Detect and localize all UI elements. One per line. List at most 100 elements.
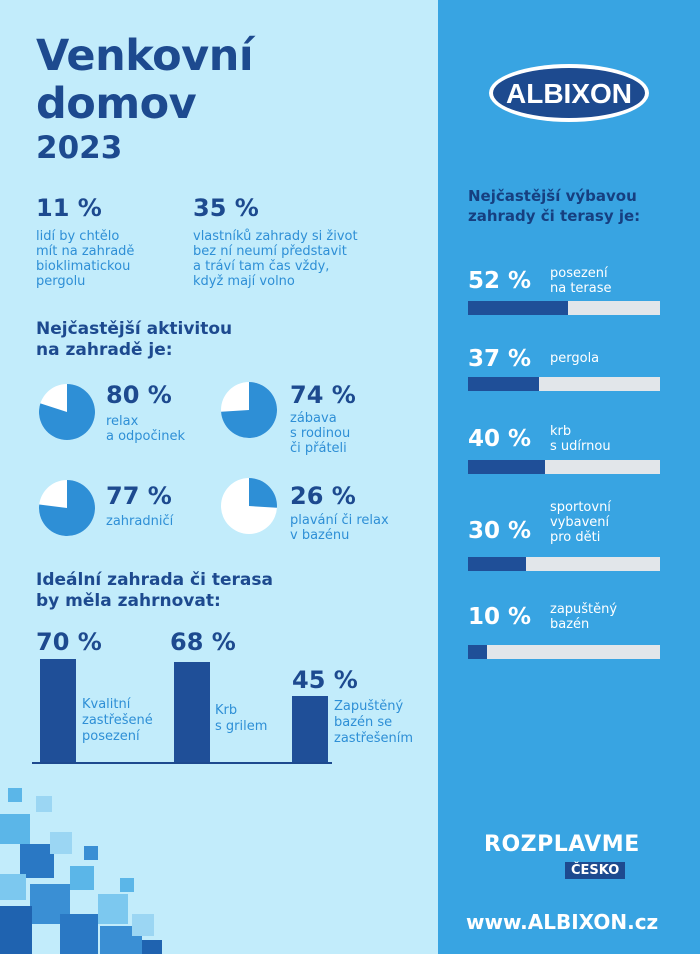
bar-text-line: Zapuštěný	[334, 699, 404, 714]
pie-slice	[39, 480, 95, 536]
activity-value-swimming: 26 %	[290, 482, 356, 510]
bar-text-line: zastřešené	[82, 713, 153, 728]
heading-line: by měla zahrnovat:	[36, 591, 221, 611]
heading-line: na zahradě je:	[36, 340, 173, 360]
equipment-fill-seating	[468, 301, 568, 315]
heading-line: Nejčastější výbavou	[468, 187, 637, 205]
equipment-text-line: s udírnou	[550, 439, 611, 454]
ideal-heading: Ideální zahrada či terasa by měla zahrno…	[36, 570, 273, 612]
activity-text-line: zahradničí	[106, 514, 174, 529]
website-link[interactable]: www.ALBIXON.cz	[466, 910, 659, 934]
equipment-value-sports: 30 %	[468, 518, 532, 544]
bar-text-line: Krb	[215, 703, 238, 718]
stat-text-line: vlastníků zahrady si život	[193, 229, 358, 244]
activities-heading: Nejčastější aktivitou na zahradě je:	[36, 319, 232, 361]
equipment-text-pergola: pergola	[550, 351, 599, 366]
equipment-value-seating: 52 %	[468, 268, 532, 294]
pie-chart-swimming	[221, 478, 277, 534]
albixon-logo: ALBIXON	[489, 64, 649, 122]
stat-text-line: a tráví tam čas vždy,	[193, 259, 330, 274]
heading-line: zahrady či terasy je:	[468, 207, 641, 225]
stat-value-pergola: 11 %	[36, 194, 102, 222]
stat-value-owners: 35 %	[193, 194, 259, 222]
pie-slice	[39, 384, 95, 440]
equipment-value-pergola: 37 %	[468, 346, 532, 372]
equipment-track-fireplace	[468, 460, 660, 474]
activity-value-relax: 80 %	[106, 381, 172, 409]
equipment-track-seating	[468, 301, 660, 315]
equipment-fill-fireplace	[468, 460, 545, 474]
activity-text-line: s rodinou	[290, 426, 351, 441]
decorative-mosaic	[0, 788, 162, 954]
equipment-text-line: krb	[550, 424, 572, 439]
pie-chart-fun	[221, 382, 277, 438]
campaign-subtitle: ČESKO	[565, 862, 626, 879]
pie-chart-relax	[39, 384, 95, 440]
activity-text-relax: relax a odpočinek	[106, 414, 185, 444]
ideal-value-seating: 70 %	[36, 628, 102, 656]
activity-text-line: v bazénu	[290, 528, 350, 543]
right-panel	[438, 0, 700, 954]
pie-slice	[221, 382, 277, 438]
equipment-text-line: zapuštěný	[550, 602, 618, 617]
ideal-value-fireplace: 68 %	[170, 628, 236, 656]
page-title: Venkovní domov	[36, 31, 254, 129]
activity-text-fun: zábava s rodinou či přáteli	[290, 411, 350, 456]
equipment-text-line: vybavení	[550, 515, 610, 530]
ideal-bar-pool	[292, 696, 328, 762]
title-line-2: domov	[36, 79, 197, 129]
heading-line: Ideální zahrada či terasa	[36, 570, 273, 590]
equipment-text-line: posezení	[550, 266, 608, 281]
stat-text-line: když mají volno	[193, 274, 295, 289]
left-panel	[0, 0, 438, 954]
stat-text-line: lidí by chtělo	[36, 229, 120, 244]
activity-text-line: relax	[106, 414, 139, 429]
equipment-text-pool: zapuštěný bazén	[550, 602, 617, 632]
activity-text-line: či přáteli	[290, 441, 347, 456]
title-line-1: Venkovní	[36, 31, 254, 81]
equipment-track-sports	[468, 557, 660, 571]
stat-text-line: bioklimatickou	[36, 259, 131, 274]
activity-text-gardening: zahradničí	[106, 514, 173, 529]
stat-text-line: mít na zahradě	[36, 244, 135, 259]
bar-text-line: Kvalitní	[82, 697, 131, 712]
equipment-text-line: bazén	[550, 617, 590, 632]
ideal-bar-seating	[40, 659, 76, 762]
logo-text: ALBIXON	[506, 78, 632, 109]
ideal-text-pool: Zapuštěný bazén se zastřešením	[334, 699, 413, 747]
bar-text-line: posezení	[82, 729, 140, 744]
activity-text-swimming: plavání či relax v bazénu	[290, 513, 389, 543]
ideal-text-fireplace: Krb s grilem	[215, 703, 267, 735]
equipment-track-pool	[468, 645, 660, 659]
equipment-text-line: pro děti	[550, 530, 601, 545]
equipment-text-line: pergola	[550, 351, 600, 366]
bar-text-line: s grilem	[215, 719, 268, 734]
stat-text-line: pergolu	[36, 274, 86, 289]
activity-value-fun: 74 %	[290, 381, 356, 409]
activity-text-line: a odpočinek	[106, 429, 186, 444]
page-year: 2023	[36, 130, 123, 166]
equipment-fill-pergola	[468, 377, 539, 391]
ideal-text-seating: Kvalitní zastřešené posezení	[82, 697, 153, 745]
equipment-value-pool: 10 %	[468, 604, 532, 630]
stat-text-owners: vlastníků zahrady si život bez ní neumí …	[193, 229, 358, 289]
bar-text-line: zastřešením	[334, 731, 414, 746]
equipment-track-pergola	[468, 377, 660, 391]
equipment-text-fireplace: krb s udírnou	[550, 424, 611, 454]
equipment-fill-pool	[468, 645, 487, 659]
equipment-text-line: sportovní	[550, 500, 611, 515]
activity-value-gardening: 77 %	[106, 482, 172, 510]
stat-text-pergola: lidí by chtělo mít na zahradě bioklimati…	[36, 229, 134, 289]
activity-text-line: zábava	[290, 411, 337, 426]
bar-baseline	[32, 762, 332, 764]
campaign-title: ROZPLAVME	[484, 832, 640, 857]
pie-slice	[249, 478, 277, 508]
equipment-text-seating: posezení na terase	[550, 266, 612, 296]
ideal-value-pool: 45 %	[292, 666, 358, 694]
equipment-text-sports: sportovní vybavení pro děti	[550, 500, 611, 545]
heading-line: Nejčastější aktivitou	[36, 319, 233, 339]
equipment-text-line: na terase	[550, 281, 612, 296]
bar-text-line: bazén se	[334, 715, 393, 730]
equipment-heading: Nejčastější výbavou zahrady či terasy je…	[468, 186, 640, 226]
